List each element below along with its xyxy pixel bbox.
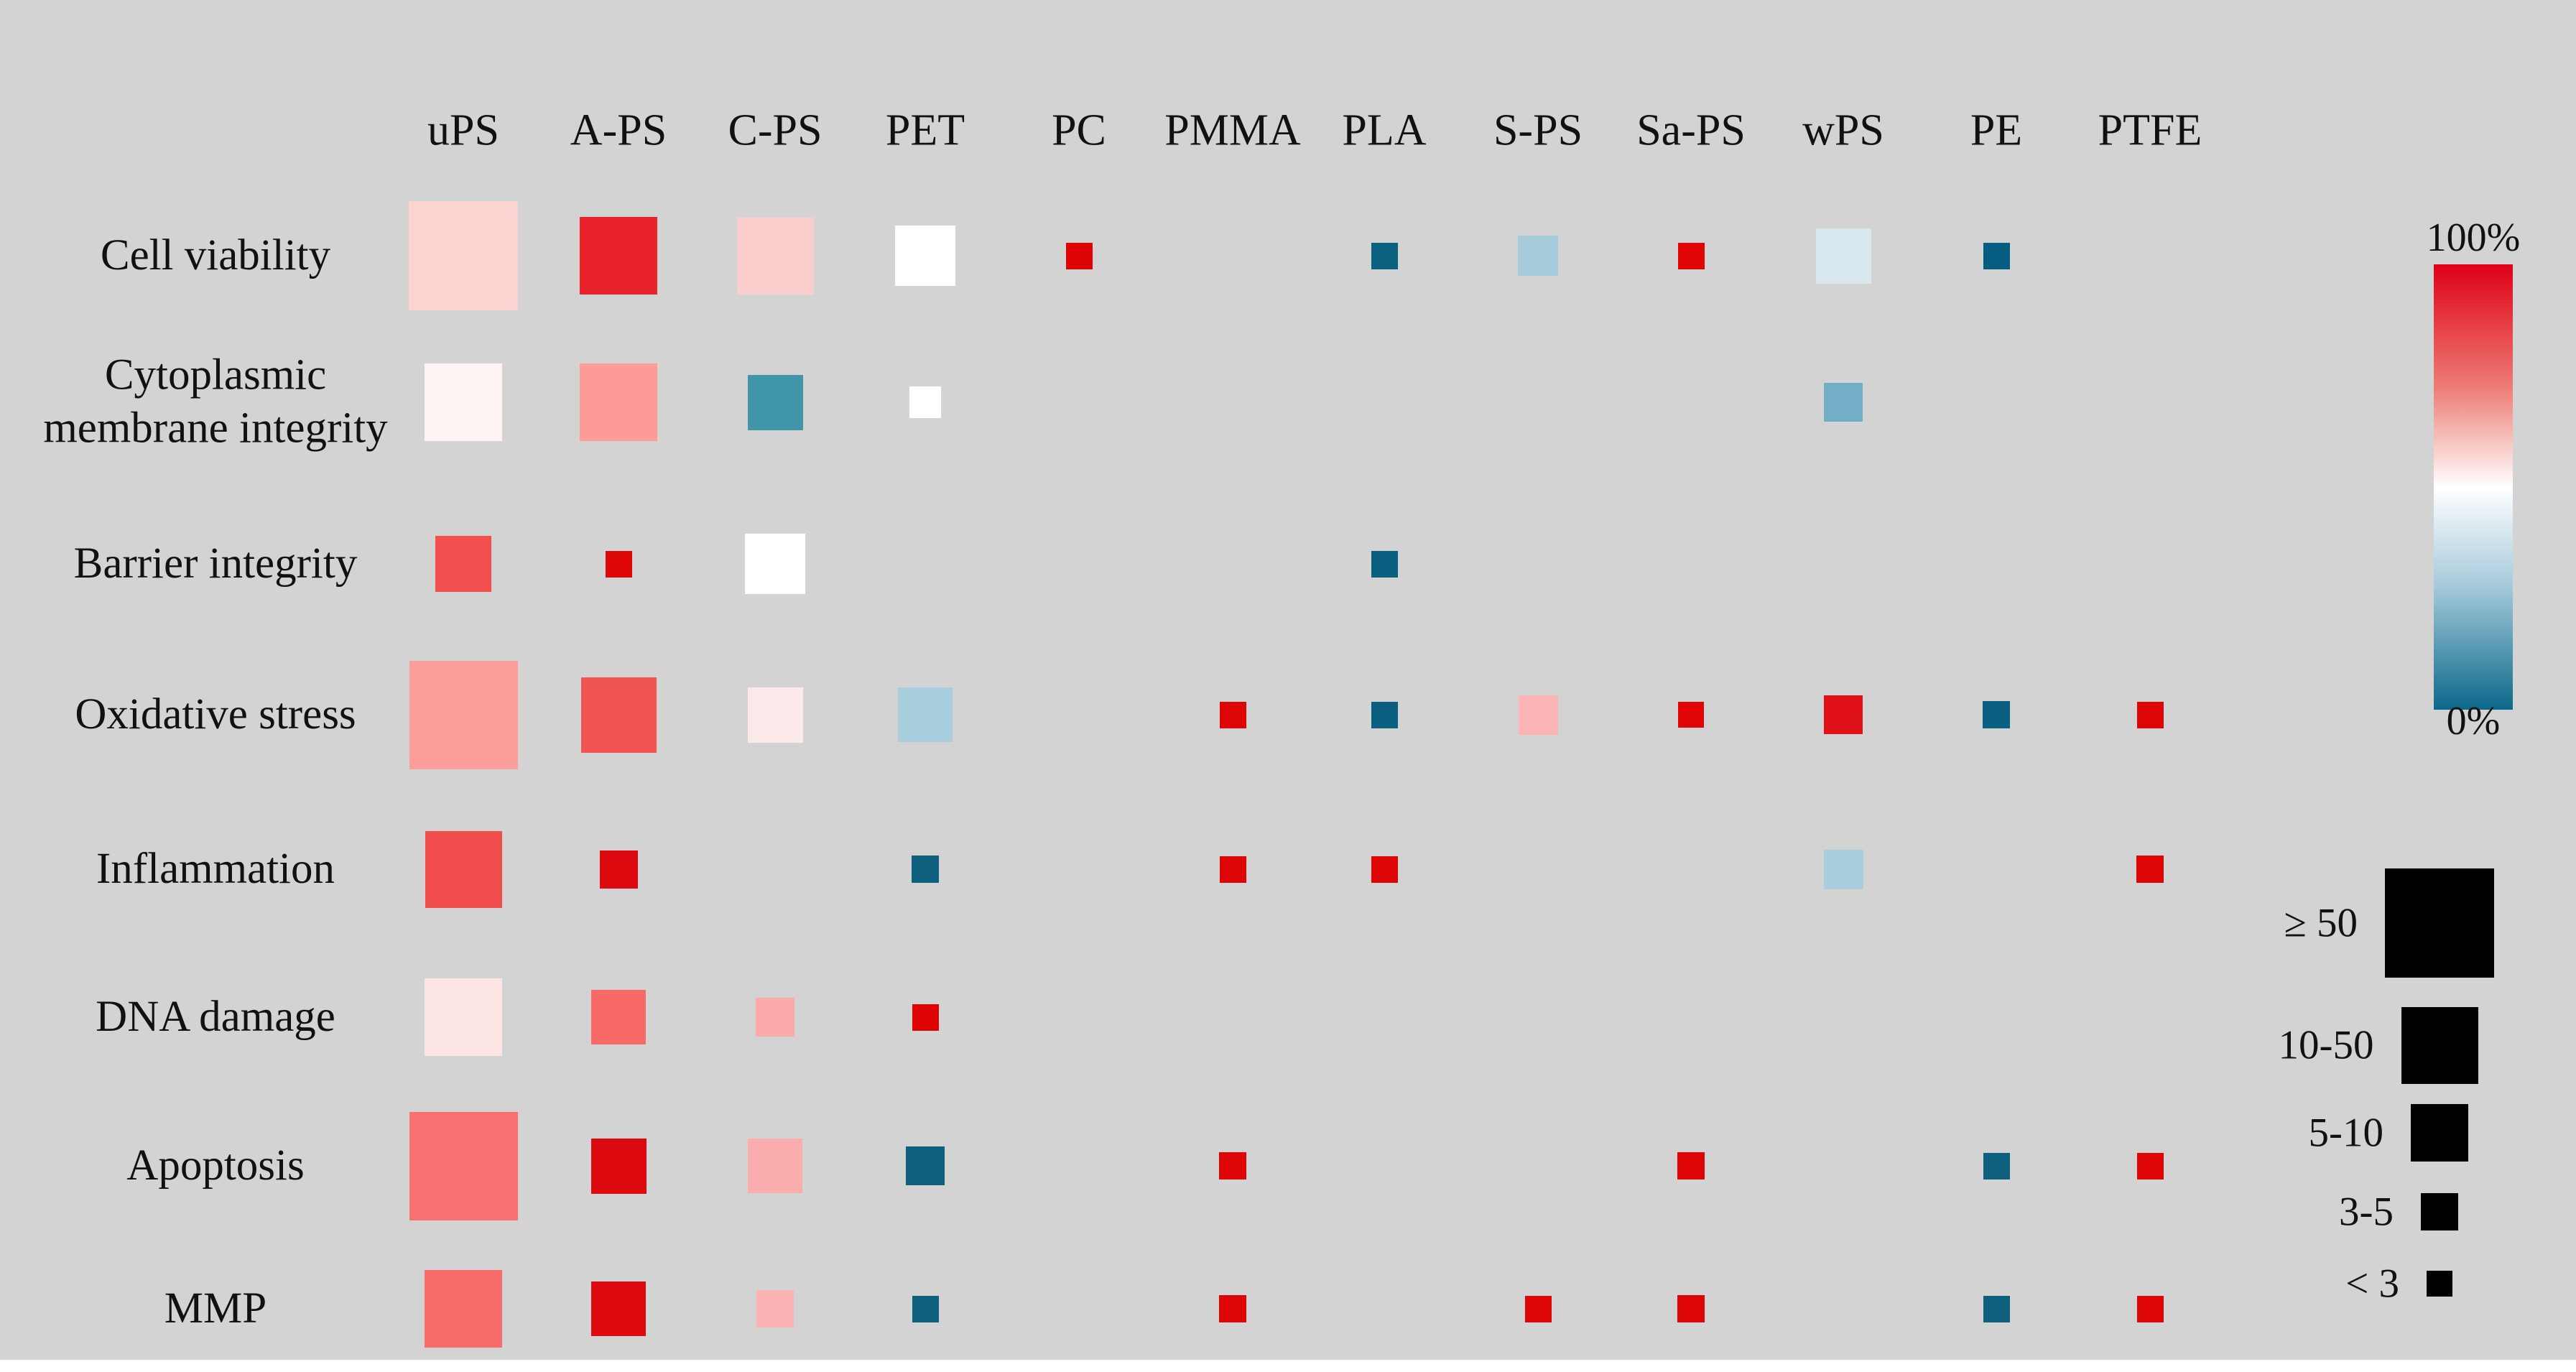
size-legend-label: 3-5 bbox=[2339, 1189, 2394, 1235]
column-header-S-PS: S-PS bbox=[1493, 106, 1583, 155]
column-header-C-PS: C-PS bbox=[728, 106, 823, 155]
matrix-cell bbox=[435, 536, 491, 592]
row-label-cytoplasmic-membrane-integrity: Cytoplasmic membrane integrity bbox=[43, 351, 388, 453]
matrix-cell bbox=[425, 1270, 502, 1348]
size-legend-label: 5-10 bbox=[2308, 1110, 2383, 1156]
color-scale-min-label: 0% bbox=[2446, 699, 2501, 743]
matrix-cell bbox=[895, 226, 955, 286]
matrix-cell bbox=[2136, 1295, 2164, 1322]
matrix-cell bbox=[1518, 236, 1558, 276]
matrix-cell bbox=[2136, 856, 2164, 883]
size-legend-square bbox=[2427, 1271, 2452, 1297]
matrix-cell bbox=[1677, 1295, 1705, 1322]
matrix-cell bbox=[425, 978, 502, 1056]
matrix-cell bbox=[747, 687, 803, 743]
matrix-cell bbox=[909, 386, 941, 418]
matrix-cell bbox=[912, 1003, 939, 1031]
matrix-cell bbox=[1815, 228, 1871, 284]
matrix-cell bbox=[599, 850, 638, 889]
matrix-cell bbox=[1983, 242, 2010, 269]
column-header-wPS: wPS bbox=[1802, 106, 1884, 155]
matrix-cell bbox=[2136, 1152, 2164, 1179]
matrix-cell bbox=[1219, 1152, 1246, 1179]
bottom-margin bbox=[0, 1360, 2576, 1372]
column-header-PLA: PLA bbox=[1342, 106, 1427, 155]
size-legend-square bbox=[2401, 1006, 2478, 1084]
column-header-PTFE: PTFE bbox=[2098, 106, 2202, 155]
size-legend-square bbox=[2421, 1193, 2458, 1230]
matrix-cell bbox=[1371, 550, 1398, 578]
matrix-cell bbox=[736, 217, 814, 295]
column-header-Sa-PS: Sa-PS bbox=[1636, 106, 1746, 155]
color-scale-gradient-bar bbox=[2434, 264, 2513, 710]
column-header-uPS: uPS bbox=[427, 106, 499, 155]
matrix-cell bbox=[1824, 695, 1863, 734]
matrix-cell bbox=[912, 1295, 939, 1322]
size-legend-label: 10-50 bbox=[2278, 1022, 2374, 1068]
row-label-cell-viability: Cell viability bbox=[100, 231, 331, 279]
matrix-cell bbox=[580, 363, 657, 441]
matrix-cell bbox=[1518, 695, 1558, 735]
matrix-cell bbox=[591, 1281, 646, 1336]
column-header-PET: PET bbox=[885, 106, 965, 155]
matrix-cell bbox=[425, 363, 502, 441]
matrix-cell bbox=[1219, 1295, 1246, 1322]
matrix-cell bbox=[1524, 1295, 1552, 1322]
matrix-cell bbox=[409, 201, 518, 310]
matrix-cell bbox=[605, 550, 632, 578]
matrix-cell bbox=[756, 1290, 794, 1327]
row-label-barrier-integrity: Barrier integrity bbox=[73, 539, 358, 588]
size-legend-label: ≥ 50 bbox=[2284, 900, 2358, 946]
matrix-cell bbox=[590, 1138, 647, 1194]
matrix-cell bbox=[1677, 1152, 1705, 1179]
matrix-cell bbox=[912, 856, 939, 883]
matrix-cell bbox=[1219, 701, 1246, 728]
matrix-cell bbox=[745, 534, 805, 594]
size-legend-square bbox=[2385, 868, 2494, 978]
matrix-cell bbox=[898, 687, 953, 742]
size-legend-square bbox=[2411, 1104, 2468, 1162]
matrix-cell bbox=[580, 677, 657, 753]
matrix-cell bbox=[756, 998, 794, 1037]
row-label-mmp: MMP bbox=[164, 1284, 267, 1332]
row-label-dna-damage: DNA damage bbox=[96, 992, 335, 1041]
matrix-cell bbox=[1983, 1152, 2010, 1179]
matrix-cell bbox=[906, 1146, 945, 1185]
matrix-cell bbox=[425, 830, 502, 908]
column-header-A-PS: A-PS bbox=[570, 106, 667, 155]
matrix-cell bbox=[1824, 383, 1863, 422]
matrix-cell bbox=[1677, 242, 1705, 269]
matrix-cell bbox=[1678, 702, 1704, 728]
matrix-cell bbox=[580, 217, 657, 295]
matrix-cell bbox=[1823, 849, 1863, 889]
row-label-oxidative-stress: Oxidative stress bbox=[75, 690, 356, 738]
row-label-inflammation: Inflammation bbox=[96, 844, 335, 893]
matrix-cell bbox=[1219, 856, 1246, 883]
matrix-cell bbox=[409, 1111, 518, 1220]
matrix-cell bbox=[1371, 242, 1398, 269]
column-header-PC: PC bbox=[1052, 106, 1106, 155]
matrix-cell bbox=[1371, 701, 1398, 728]
matrix-cell bbox=[1983, 701, 2010, 728]
row-label-apoptosis: Apoptosis bbox=[126, 1141, 305, 1190]
matrix-cell bbox=[591, 990, 646, 1044]
size-legend-label: < 3 bbox=[2345, 1261, 2399, 1307]
matrix-cell bbox=[1983, 1295, 2010, 1322]
color-scale-max-label: 100% bbox=[2426, 215, 2521, 260]
matrix-cell bbox=[1065, 242, 1093, 269]
matrix-cell bbox=[2136, 701, 2164, 728]
column-header-PMMA: PMMA bbox=[1164, 106, 1301, 155]
matrix-cell bbox=[1371, 856, 1398, 883]
column-header-PE: PE bbox=[1970, 106, 2023, 155]
matrix-cell bbox=[409, 660, 518, 769]
matrix-cell bbox=[748, 1139, 802, 1193]
matrix-cell bbox=[747, 374, 803, 430]
